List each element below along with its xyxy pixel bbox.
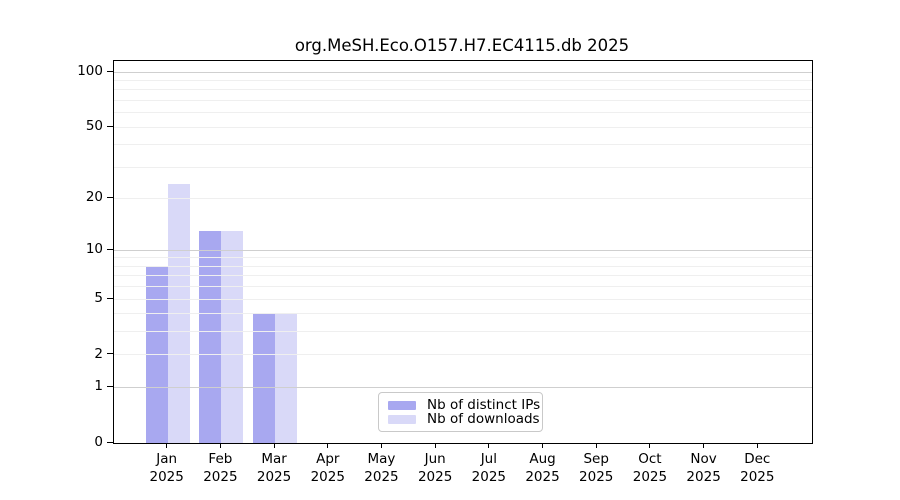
minor-gridline-80	[114, 89, 812, 91]
x-tick-label-apr: Apr 2025	[298, 451, 358, 486]
major-gridline-100	[114, 71, 812, 73]
y-tick-label-1: 1	[94, 378, 103, 395]
x-tick-jun	[434, 443, 436, 448]
legend-item-downloads: Nb of downloads	[388, 412, 540, 426]
x-tick-year: 2025	[203, 468, 238, 485]
minor-gridline-5	[114, 298, 812, 300]
minor-gridline-3	[114, 331, 812, 333]
x-tick-may	[380, 443, 382, 448]
chart-title: org.MeSH.Eco.O157.H7.EC4115.db 2025	[294, 36, 630, 55]
minor-gridline-9	[114, 257, 812, 259]
x-tick-jul	[488, 443, 490, 448]
y-tick-label-20: 20	[85, 189, 103, 206]
minor-gridline-4	[114, 313, 812, 315]
x-tick-year: 2025	[417, 468, 453, 485]
bar-mar-distinct-ips	[253, 313, 276, 443]
y-tick-20	[107, 196, 113, 198]
minor-gridline-60	[114, 112, 812, 114]
y-tick-0	[107, 441, 113, 443]
x-tick-year: 2025	[686, 468, 721, 485]
x-tick-label-oct: Oct 2025	[620, 451, 680, 486]
x-tick-label-feb: Feb 2025	[190, 451, 250, 486]
x-tick-label-jul: Jul 2025	[459, 451, 519, 486]
legend-swatch-downloads	[388, 414, 416, 424]
legend-label-downloads: Nb of downloads	[427, 411, 540, 427]
x-tick-year: 2025	[579, 468, 614, 485]
x-tick-year: 2025	[310, 468, 345, 485]
x-tick-mar	[273, 443, 275, 448]
x-tick-label-jun: Jun 2025	[405, 451, 465, 486]
x-tick-year: 2025	[149, 468, 184, 485]
y-tick-label-0: 0	[94, 434, 103, 450]
x-tick-sep	[595, 443, 597, 448]
minor-gridline-20	[114, 197, 812, 199]
y-tick-2	[107, 353, 113, 355]
bar-feb-distinct-ips	[199, 230, 222, 443]
legend-item-distinct-ips: Nb of distinct IPs	[388, 398, 540, 412]
minor-gridline-2	[114, 354, 812, 356]
x-tick-label-sep: Sep 2025	[566, 451, 626, 486]
x-tick-year: 2025	[364, 468, 399, 485]
legend-swatch-distinct-ips	[388, 400, 416, 410]
x-tick-apr	[327, 443, 329, 448]
x-tick-year: 2025	[525, 468, 560, 485]
x-tick-year: 2025	[740, 468, 775, 485]
x-tick-year: 2025	[256, 468, 292, 485]
x-tick-aug	[542, 443, 544, 448]
x-tick-label-may: May 2025	[351, 451, 411, 486]
y-tick-1	[107, 385, 113, 387]
x-tick-label-nov: Nov 2025	[674, 451, 734, 486]
bar-mar-downloads	[275, 313, 298, 443]
y-tick-10	[107, 248, 113, 250]
y-tick-100	[107, 70, 113, 72]
x-tick-feb	[219, 443, 221, 448]
minor-gridline-7	[114, 275, 812, 277]
x-tick-year: 2025	[471, 468, 507, 485]
x-tick-jan	[166, 443, 168, 448]
x-tick-label-mar: Mar 2025	[244, 451, 304, 486]
y-tick-label-2: 2	[94, 345, 103, 362]
y-tick-50	[107, 125, 113, 127]
y-tick-5	[107, 297, 113, 299]
minor-gridline-90	[114, 80, 812, 81]
x-tick-label-aug: Aug 2025	[513, 451, 573, 486]
x-tick-oct	[649, 443, 651, 448]
minor-gridline-8	[114, 265, 812, 267]
x-tick-label-jan: Jan 2025	[137, 451, 197, 486]
minor-gridline-50	[114, 126, 812, 128]
major-gridline-1	[114, 386, 812, 388]
minor-gridline-70	[114, 99, 812, 101]
bar-feb-downloads	[221, 230, 244, 443]
plot-area	[113, 60, 813, 444]
x-tick-year: 2025	[632, 468, 668, 485]
major-gridline-10	[114, 249, 812, 251]
x-tick-dec	[756, 443, 758, 448]
x-tick-label-dec: Dec 2025	[727, 451, 787, 486]
minor-gridline-40	[114, 144, 812, 146]
minor-gridline-6	[114, 286, 812, 288]
y-tick-label-10: 10	[85, 241, 103, 258]
legend: Nb of distinct IPs Nb of downloads	[378, 392, 543, 432]
minor-gridline-30	[114, 166, 812, 168]
x-tick-nov	[703, 443, 705, 448]
y-tick-label-50: 50	[85, 118, 103, 135]
y-tick-label-100: 100	[77, 63, 103, 80]
legend-label-distinct-ips: Nb of distinct IPs	[427, 397, 541, 413]
y-tick-label-5: 5	[94, 290, 103, 306]
